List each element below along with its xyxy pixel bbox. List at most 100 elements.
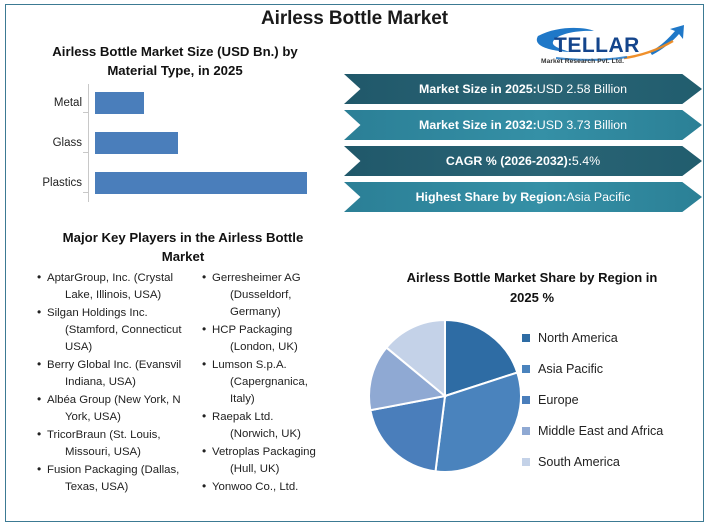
axis-tick xyxy=(83,152,88,153)
key-player-name: Vetroplas Packaging xyxy=(212,446,316,459)
legend-item: Middle East and Africa xyxy=(522,415,663,446)
key-player-location: Lake, Illinois, USA) xyxy=(65,289,162,302)
key-player-item: Albéa Group (New York, N York, USA) xyxy=(37,391,183,426)
bar-row: Metal xyxy=(22,84,342,122)
bar-glass xyxy=(95,132,178,154)
key-player-item: Vetroplas Packaging (Hull, UK) xyxy=(202,443,348,478)
key-player-item: Silgan Holdings Inc. (Stamford, Connectic… xyxy=(37,304,183,357)
svg-text:TELLAR: TELLAR xyxy=(554,34,640,57)
legend-swatch-icon xyxy=(522,395,530,404)
stellar-logo: TELLAR Market Research Pvt. Ltd. xyxy=(528,22,698,70)
logo-tagline: Market Research Pvt. Ltd. xyxy=(541,58,625,65)
banner-value: 5.4% xyxy=(571,154,601,168)
pie-slice-europe xyxy=(369,394,447,473)
key-player-item: Fusion Packaging (Dallas, Texas, USA) xyxy=(37,461,183,496)
bar-chart-axis xyxy=(88,84,89,202)
legend-swatch-icon xyxy=(522,426,530,435)
legend-item: Europe xyxy=(522,384,663,415)
key-player-name: AptarGroup, Inc. (Crystal xyxy=(47,272,173,284)
bar-chart-title: Airless Bottle Market Size (USD Bn.) by … xyxy=(30,42,320,80)
key-player-item: HCP Packaging (London, UK) xyxy=(202,321,348,356)
key-players-column-left: AptarGroup, Inc. (Crystal Lake, Illinois,… xyxy=(18,270,183,515)
bar-chart-plot: Metal Glass Plastics xyxy=(22,84,342,202)
bar-plastics xyxy=(95,172,307,194)
pie-slice-north-america xyxy=(444,318,519,398)
key-player-location: Texas, USA) xyxy=(65,480,129,493)
pie-chart-legend: North America Asia Pacific Europe Middle Ea… xyxy=(522,322,663,477)
banner-value: Asia Pacific xyxy=(566,190,631,204)
banner-label: CAGR % (2026-2032): xyxy=(445,154,572,168)
key-player-item: Yonwoo Co., Ltd. xyxy=(202,478,348,496)
pie-slice-south-america xyxy=(385,318,446,399)
key-player-name: Fusion Packaging (Dallas, xyxy=(47,463,180,476)
pie-chart-title-line2: 2025 % xyxy=(509,290,555,305)
key-players-column-right: Gerresheimer AG (Dusseldorf, Germany) HCP P… xyxy=(183,270,348,515)
legend-item: Asia Pacific xyxy=(522,353,663,384)
key-player-item: Berry Global Inc. (Evansvil Indiana, USA) xyxy=(37,356,183,391)
banner-label: Highest Share by Region: xyxy=(415,190,567,204)
banner-market-size-2032: Market Size in 2032: USD 3.73 Billion xyxy=(344,110,702,140)
pie-slice-middle-east-and-africa xyxy=(368,346,448,412)
key-player-item: Lumson S.p.A. (Capergnanica, Italy) xyxy=(202,356,348,409)
bar-category-label: Glass xyxy=(52,137,82,149)
key-player-location: USA) xyxy=(65,341,93,354)
legend-swatch-icon xyxy=(522,333,530,342)
pie-chart-graphic xyxy=(368,318,522,473)
key-player-name: Albéa Group (New York, N xyxy=(47,393,181,406)
key-player-location: (Dusseldorf, xyxy=(230,289,292,302)
key-players-title-line1: Major Key Players in the Airless Bottle xyxy=(62,230,304,245)
axis-tick xyxy=(83,192,88,193)
pie-chart-body: North America Asia Pacific Europe Middle Ea… xyxy=(368,312,700,512)
key-player-name: Silgan Holdings Inc. xyxy=(47,306,148,319)
legend-swatch-icon xyxy=(522,457,530,466)
pie-chart-title: Airless Bottle Market Share by Region in… xyxy=(382,268,682,308)
axis-tick xyxy=(83,112,88,113)
bar-chart-title-line2: Material Type, in 2025 xyxy=(107,63,243,78)
key-player-location: York, USA) xyxy=(65,411,121,424)
bar-chart-title-line1: Airless Bottle Market Size (USD Bn.) by xyxy=(52,44,298,59)
legend-label: North America xyxy=(538,330,618,345)
kpi-banner-list: Market Size in 2025: USD 2.58 Billion Ma… xyxy=(344,74,702,218)
legend-label: Asia Pacific xyxy=(538,361,604,376)
key-player-name: Berry Global Inc. (Evansvil xyxy=(47,359,182,372)
banner-market-size-2025: Market Size in 2025: USD 2.58 Billion xyxy=(344,74,702,104)
key-player-location: Italy) xyxy=(230,393,255,406)
key-player-item: Raepak Ltd. (Norwich, UK) xyxy=(202,408,348,443)
legend-item: South America xyxy=(522,446,663,477)
key-player-name: Lumson S.p.A. xyxy=(212,359,287,372)
bar-metal xyxy=(95,92,144,114)
key-players-title: Major Key Players in the Airless Bottle … xyxy=(33,228,333,266)
bar-chart-panel: Airless Bottle Market Size (USD Bn.) by … xyxy=(22,42,342,217)
key-player-name: Gerresheimer AG xyxy=(212,272,301,284)
key-player-location: Missouri, USA) xyxy=(65,446,141,459)
bar-row: Plastics xyxy=(22,164,342,202)
key-player-location: (Norwich, UK) xyxy=(230,428,301,441)
logo-mark: TELLAR xyxy=(536,25,684,61)
key-player-location: (London, UK) xyxy=(230,341,298,354)
banner-label: Market Size in 2025: xyxy=(419,82,537,96)
key-player-location: (Capergnanica, xyxy=(230,376,308,389)
bar-category-label: Plastics xyxy=(42,177,82,189)
bar-row: Glass xyxy=(22,124,342,162)
legend-item: North America xyxy=(522,322,663,353)
key-player-item: TricorBraun (St. Louis, Missouri, USA) xyxy=(37,426,183,461)
key-players-columns: AptarGroup, Inc. (Crystal Lake, Illinois,… xyxy=(18,270,348,515)
key-player-name: Yonwoo Co., Ltd. xyxy=(212,480,299,493)
pie-chart-panel: Airless Bottle Market Share by Region in… xyxy=(368,268,700,518)
key-player-location: (Hull, UK) xyxy=(230,463,280,476)
key-player-item: AptarGroup, Inc. (Crystal Lake, Illinois,… xyxy=(37,270,183,304)
page-title: Airless Bottle Market xyxy=(261,8,448,29)
key-players-title-line2: Market xyxy=(161,249,205,264)
key-player-location: (Stamford, Connecticut xyxy=(65,324,182,337)
banner-highest-share-region: Highest Share by Region: Asia Pacific xyxy=(344,182,702,212)
legend-swatch-icon xyxy=(522,364,530,373)
legend-label: Europe xyxy=(538,392,579,407)
banner-label: Market Size in 2032: xyxy=(419,118,537,132)
banner-value: USD 2.58 Billion xyxy=(536,82,627,96)
key-players-section: Major Key Players in the Airless Bottle … xyxy=(18,228,348,515)
key-player-location: Germany) xyxy=(230,306,281,319)
banner-cagr: CAGR % (2026-2032): 5.4% xyxy=(344,146,702,176)
key-player-name: TricorBraun (St. Louis, xyxy=(47,428,161,441)
key-player-location: Indiana, USA) xyxy=(65,376,136,389)
